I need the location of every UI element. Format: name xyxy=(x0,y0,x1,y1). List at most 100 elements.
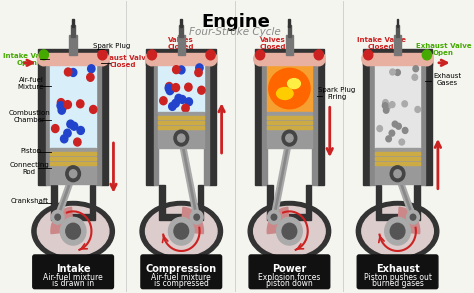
Circle shape xyxy=(90,105,97,113)
Bar xyxy=(96,65,100,185)
Bar xyxy=(374,157,420,160)
Bar xyxy=(312,65,317,185)
Text: Air-fuel mixture: Air-fuel mixture xyxy=(151,273,211,282)
Circle shape xyxy=(168,85,175,93)
Bar xyxy=(266,112,312,148)
Bar xyxy=(414,185,419,214)
Bar xyxy=(255,61,262,185)
Text: Intake: Intake xyxy=(56,264,91,274)
Circle shape xyxy=(57,102,64,110)
Circle shape xyxy=(402,127,408,133)
Circle shape xyxy=(182,104,189,112)
Circle shape xyxy=(364,50,373,60)
Circle shape xyxy=(147,50,156,60)
Bar xyxy=(71,25,75,37)
Circle shape xyxy=(71,122,78,130)
FancyBboxPatch shape xyxy=(141,255,222,289)
Ellipse shape xyxy=(204,52,217,66)
Bar xyxy=(267,214,311,220)
Bar xyxy=(50,148,96,184)
Circle shape xyxy=(267,210,281,224)
Circle shape xyxy=(172,99,179,107)
Text: Explosion forces: Explosion forces xyxy=(258,273,320,282)
Polygon shape xyxy=(398,207,420,234)
Bar xyxy=(90,185,95,214)
Bar xyxy=(255,49,324,65)
Circle shape xyxy=(52,125,59,132)
Ellipse shape xyxy=(146,52,158,66)
Text: is drawn in: is drawn in xyxy=(52,279,94,288)
Ellipse shape xyxy=(146,207,217,256)
Text: Four-Stroke Cycle: Four-Stroke Cycle xyxy=(190,27,281,37)
Bar xyxy=(209,61,216,185)
Ellipse shape xyxy=(248,202,331,261)
Circle shape xyxy=(60,217,86,245)
Circle shape xyxy=(168,217,194,245)
Circle shape xyxy=(314,50,323,60)
Bar xyxy=(180,19,182,27)
FancyBboxPatch shape xyxy=(249,255,330,289)
Ellipse shape xyxy=(254,207,325,256)
Text: Spark Plug
Firing: Spark Plug Firing xyxy=(319,86,356,100)
Polygon shape xyxy=(51,207,73,234)
Circle shape xyxy=(160,97,167,105)
Text: Power: Power xyxy=(272,264,307,274)
Circle shape xyxy=(98,50,107,60)
Circle shape xyxy=(410,214,416,220)
Bar xyxy=(38,49,108,65)
Circle shape xyxy=(383,107,389,113)
Bar xyxy=(317,61,324,185)
Circle shape xyxy=(77,100,84,108)
Circle shape xyxy=(198,86,205,94)
Bar xyxy=(394,35,401,55)
Bar xyxy=(180,25,183,37)
Circle shape xyxy=(51,210,64,224)
Circle shape xyxy=(39,50,48,60)
Bar xyxy=(286,35,293,55)
Circle shape xyxy=(392,121,398,127)
Circle shape xyxy=(61,135,68,143)
Ellipse shape xyxy=(362,207,433,256)
Circle shape xyxy=(385,103,391,109)
Circle shape xyxy=(422,50,431,60)
Text: Spark Plug: Spark Plug xyxy=(93,43,130,49)
Circle shape xyxy=(64,129,71,137)
Bar xyxy=(100,61,108,185)
Ellipse shape xyxy=(32,202,114,261)
Circle shape xyxy=(402,101,408,107)
Circle shape xyxy=(383,103,388,109)
Bar xyxy=(266,121,312,124)
Bar xyxy=(46,53,100,65)
Text: Piston: Piston xyxy=(20,148,42,154)
Circle shape xyxy=(389,130,395,136)
Circle shape xyxy=(55,214,60,220)
Circle shape xyxy=(390,166,405,182)
Bar xyxy=(374,65,420,148)
Bar xyxy=(158,121,204,124)
Circle shape xyxy=(383,100,388,105)
Text: Crankshaft: Crankshaft xyxy=(10,197,48,204)
Circle shape xyxy=(64,68,72,76)
Circle shape xyxy=(174,130,189,146)
Circle shape xyxy=(413,66,419,72)
Bar xyxy=(159,214,203,220)
Bar xyxy=(70,35,77,55)
Bar xyxy=(50,65,96,148)
Circle shape xyxy=(58,106,65,114)
Circle shape xyxy=(60,103,67,110)
Bar xyxy=(374,162,420,165)
Bar xyxy=(38,61,46,185)
Circle shape xyxy=(206,50,215,60)
Bar xyxy=(262,65,266,185)
Circle shape xyxy=(277,217,302,245)
Circle shape xyxy=(377,126,383,132)
Circle shape xyxy=(394,170,401,178)
Bar xyxy=(51,185,56,214)
Polygon shape xyxy=(181,207,203,234)
Circle shape xyxy=(66,223,81,239)
Ellipse shape xyxy=(37,52,50,66)
Ellipse shape xyxy=(37,207,109,256)
Bar xyxy=(370,53,425,65)
Ellipse shape xyxy=(269,68,310,109)
Text: Air-fuel
Mixture: Air-fuel Mixture xyxy=(18,77,44,90)
